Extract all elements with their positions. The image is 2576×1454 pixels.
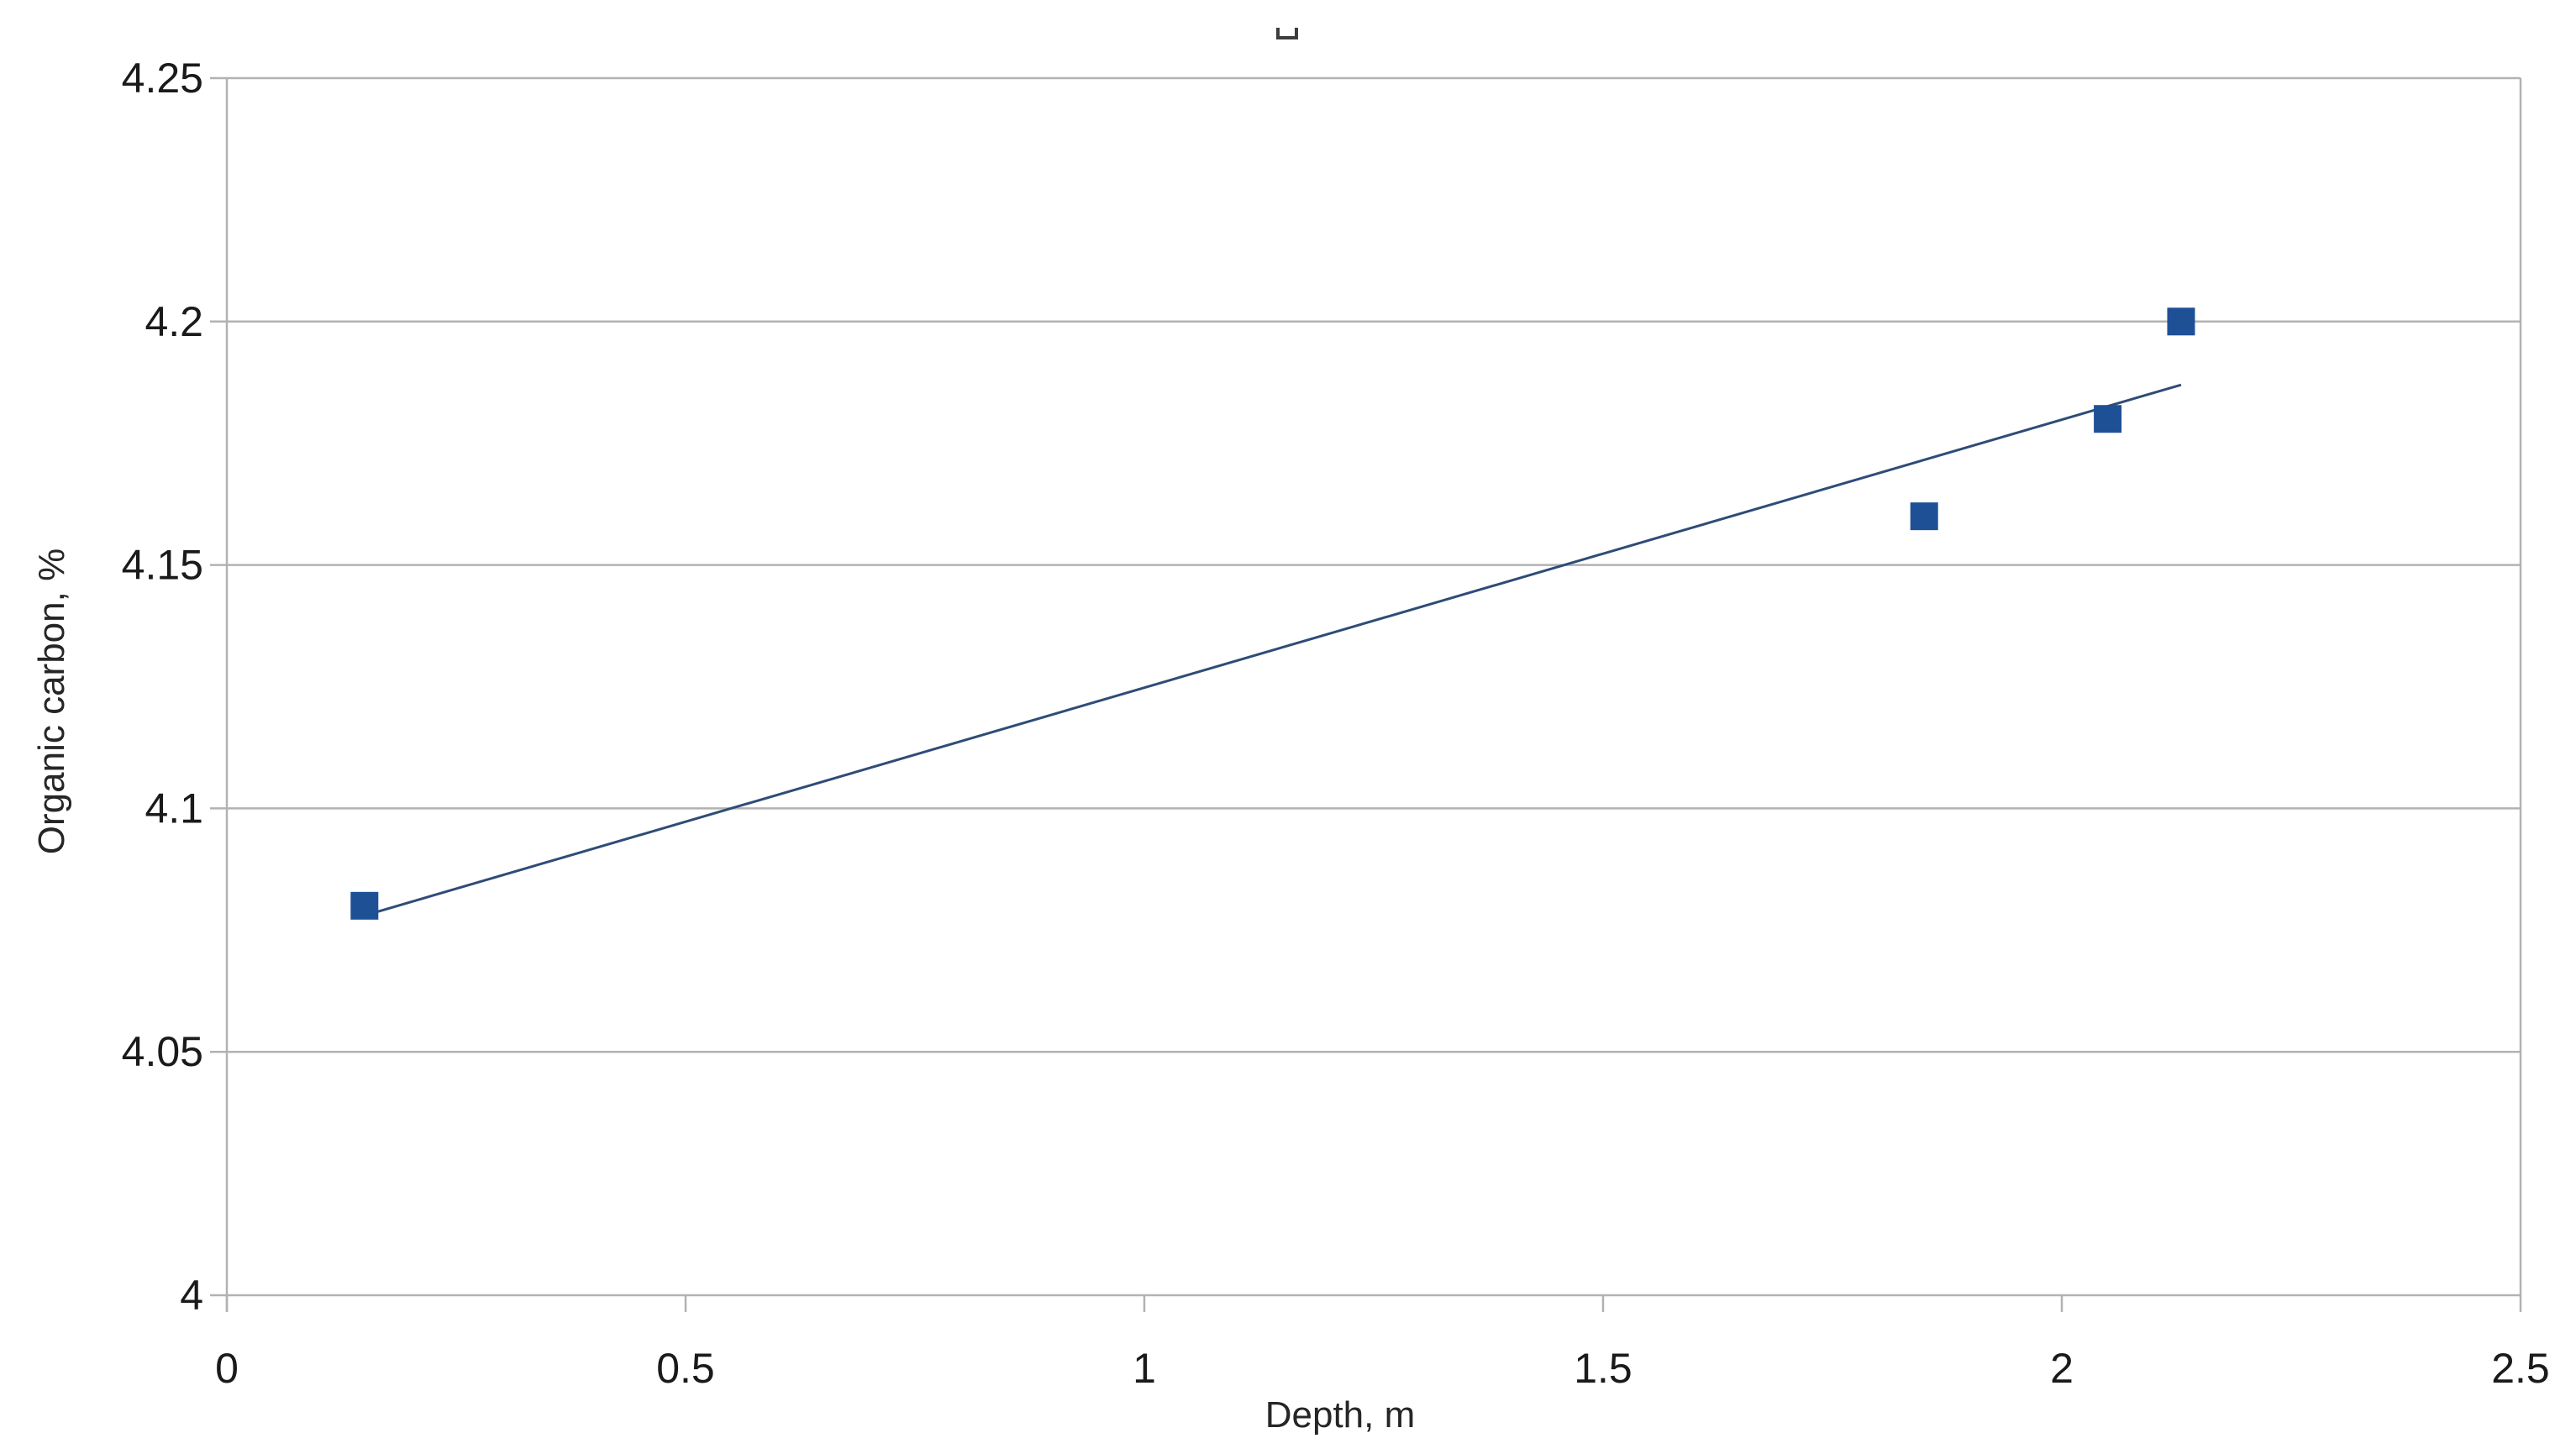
x-tick-label: 0 xyxy=(215,1345,239,1392)
data-point-marker xyxy=(2167,307,2195,336)
y-tick-label: 4.1 xyxy=(145,785,203,832)
trendline xyxy=(364,383,2182,917)
x-tick-label: 0.5 xyxy=(656,1345,715,1392)
y-tick-label: 4 xyxy=(180,1272,203,1319)
x-tick-label: 1 xyxy=(1133,1345,1156,1392)
data-point-marker xyxy=(1910,502,1938,531)
data-point-marker xyxy=(2094,405,2122,433)
data-point-marker xyxy=(350,891,379,920)
y-axis-title: Organic carbon, % xyxy=(31,548,72,855)
y-tick-label: 4.2 xyxy=(145,298,203,345)
chart-title-glyph xyxy=(1276,28,1298,39)
x-tick-label: 2.5 xyxy=(2491,1345,2550,1392)
x-tick-label: 2 xyxy=(2050,1345,2074,1392)
x-tick-label: 1.5 xyxy=(1574,1345,1632,1392)
y-tick-label: 4.25 xyxy=(122,55,203,102)
y-tick-label: 4.15 xyxy=(122,542,203,589)
y-tick-label: 4.05 xyxy=(122,1028,203,1075)
x-axis-title: Depth, m xyxy=(1264,1394,1416,1436)
